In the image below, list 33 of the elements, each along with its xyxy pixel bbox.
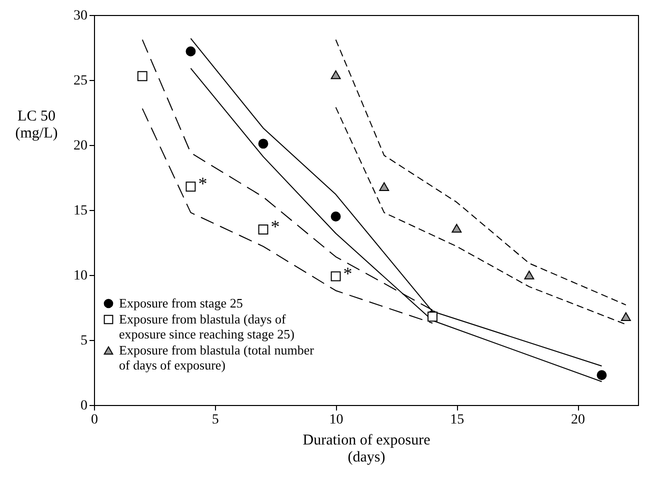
annotation: *: [198, 174, 208, 194]
point: [524, 270, 534, 280]
point: [186, 46, 196, 56]
line-series: [335, 39, 626, 306]
y-tick-label: 25: [74, 74, 88, 88]
y-tick-label: 15: [74, 204, 88, 218]
legend-label: Exposure from blastula (total number of days of exposure): [119, 342, 315, 372]
point: [330, 212, 341, 222]
point: [330, 70, 341, 80]
point: [186, 182, 196, 192]
point: [258, 138, 268, 149]
point: [137, 71, 148, 82]
y-axis-title: LC 50 (mg/L): [15, 108, 58, 142]
annotation: *: [343, 263, 352, 284]
point: [620, 312, 631, 321]
x-axis-title: Duration of exposure (days): [302, 432, 431, 466]
x-tick-label: 10: [329, 412, 344, 428]
point: [452, 224, 462, 233]
x-tick-label: 15: [450, 412, 464, 428]
legend-label: Exposure from blastula (days of exposure since reaching stage 25): [119, 312, 294, 342]
x-tick-label: 20: [571, 412, 586, 428]
y-tick-label: 20: [74, 138, 88, 154]
point: [596, 370, 607, 380]
y-tick-label: 5: [80, 334, 88, 348]
annotation: *: [270, 216, 280, 236]
x-tick-label: 0: [91, 412, 98, 428]
y-tick-label: 10: [74, 268, 88, 284]
y-tick-label: 0: [80, 398, 88, 414]
x-tick-label: 5: [212, 412, 219, 428]
point: [330, 271, 341, 282]
legend-label: Exposure from stage 25: [119, 296, 243, 310]
y-tick-label: 30: [74, 8, 88, 24]
point: [379, 182, 390, 191]
